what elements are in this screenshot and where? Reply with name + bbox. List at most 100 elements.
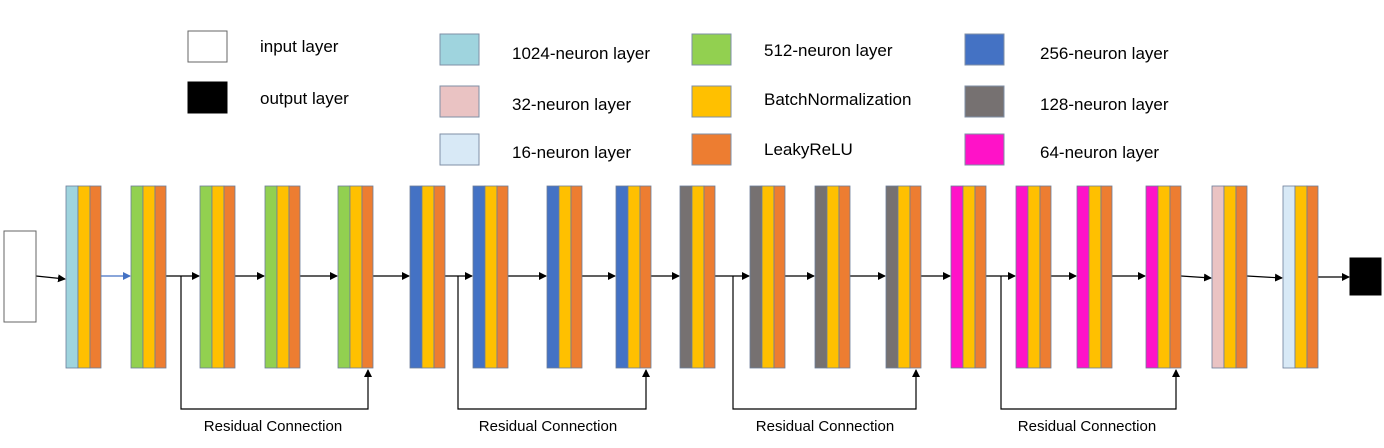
leakyrelu-layer <box>89 185 102 369</box>
leakyrelu-layer <box>1235 185 1248 369</box>
batchnorm-layer <box>826 185 840 369</box>
dense-layer-n256 <box>409 185 423 369</box>
forward-arrow <box>1246 273 1283 282</box>
batchnorm-layer <box>484 185 498 369</box>
dense-layer-n128 <box>749 185 763 369</box>
dense-layer-n512 <box>199 185 213 369</box>
batchnorm-layer <box>627 185 641 369</box>
residual-connection: Residual Connection <box>732 276 920 435</box>
leakyrelu-layer <box>974 185 987 369</box>
legend-swatch-bn <box>691 85 732 118</box>
dense-layer-n64 <box>950 185 964 369</box>
legend-swatch-n512 <box>691 33 732 66</box>
dense-layer-n1024 <box>65 185 79 369</box>
legend-swatch-n64 <box>964 133 1005 166</box>
legend-swatch-n128 <box>964 85 1005 118</box>
legend-label-n1024: 1024-neuron layer <box>512 44 650 63</box>
legend-label-bn: BatchNormalization <box>764 90 911 109</box>
legend: input layer output layer 1024-neuron layer… <box>187 30 1169 166</box>
batchnorm-layer <box>962 185 976 369</box>
leakyrelu-layer <box>154 185 167 369</box>
batchnorm-layer <box>349 185 363 369</box>
legend-label-input: input layer <box>260 37 339 56</box>
layer-block-n512 <box>264 185 301 369</box>
legend-label-output: output layer <box>260 89 349 108</box>
batchnorm-layer <box>276 185 290 369</box>
legend-label-n16: 16-neuron layer <box>512 143 631 162</box>
legend-label-n512: 512-neuron layer <box>764 41 893 60</box>
legend-label-n128: 128-neuron layer <box>1040 95 1169 114</box>
residual-connection-label: Residual Connection <box>756 418 894 435</box>
residual-connection-label: Residual Connection <box>1018 418 1156 435</box>
batchnorm-layer <box>421 185 435 369</box>
leakyrelu-layer <box>703 185 716 369</box>
layer-block-n256 <box>409 185 446 369</box>
leakyrelu-layer <box>1100 185 1113 369</box>
residual-connection-label: Residual Connection <box>479 418 617 435</box>
batchnorm-layer <box>1157 185 1171 369</box>
residual-path <box>180 276 372 410</box>
legend-swatch-relu <box>691 133 732 166</box>
leakyrelu-layer <box>433 185 446 369</box>
batchnorm-layer <box>897 185 911 369</box>
layer-block-n256 <box>546 185 583 369</box>
leakyrelu-layer <box>1306 185 1319 369</box>
dense-layer-n256 <box>615 185 629 369</box>
dense-layer-n128 <box>885 185 899 369</box>
leakyrelu-layer <box>639 185 652 369</box>
residual-connection: Residual Connection <box>1000 276 1180 435</box>
leakyrelu-layer <box>361 185 374 369</box>
dense-layer-n16 <box>1282 185 1296 369</box>
leakyrelu-layer <box>223 185 236 369</box>
layer-block-n512 <box>337 185 374 369</box>
dense-layer-n64 <box>1076 185 1090 369</box>
layer-block-n16 <box>1282 185 1319 369</box>
leakyrelu-layer <box>838 185 851 369</box>
legend-swatch-output <box>187 81 228 114</box>
connections <box>35 272 1350 283</box>
leakyrelu-layer <box>773 185 786 369</box>
legend-label-n256: 256-neuron layer <box>1040 44 1169 63</box>
input-layer <box>3 230 37 323</box>
dense-layer-n64 <box>1015 185 1029 369</box>
batchnorm-layer <box>558 185 572 369</box>
output-layer <box>1349 257 1382 296</box>
layer-block-n128 <box>749 185 786 369</box>
legend-swatch-input <box>187 30 228 63</box>
leakyrelu-layer <box>570 185 583 369</box>
batchnorm-layer <box>691 185 705 369</box>
layer-block-n256 <box>472 185 509 369</box>
batchnorm-layer <box>1088 185 1102 369</box>
layer-blocks <box>3 185 1382 369</box>
layer-block-n1024 <box>65 185 102 369</box>
residual-connection-label: Residual Connection <box>204 418 342 435</box>
batchnorm-layer <box>761 185 775 369</box>
layer-block-n128 <box>885 185 922 369</box>
dense-layer-n32 <box>1211 185 1225 369</box>
dense-layer-n256 <box>546 185 560 369</box>
layer-block-n64 <box>950 185 987 369</box>
batchnorm-layer <box>77 185 91 369</box>
input-arrow <box>35 274 66 283</box>
batchnorm-layer <box>1027 185 1041 369</box>
batchnorm-layer <box>142 185 156 369</box>
dense-layer-n256 <box>472 185 486 369</box>
layer-block-n512 <box>130 185 167 369</box>
dense-layer-n512 <box>264 185 278 369</box>
layer-block-n64 <box>1076 185 1113 369</box>
leakyrelu-layer <box>288 185 301 369</box>
layer-block-n256 <box>615 185 652 369</box>
residual-connections: Residual Connection Residual Connection Re… <box>180 276 1180 435</box>
batchnorm-layer <box>1294 185 1308 369</box>
legend-swatch-n256 <box>964 33 1005 66</box>
legend-label-n64: 64-neuron layer <box>1040 143 1159 162</box>
dense-layer-n64 <box>1145 185 1159 369</box>
leakyrelu-layer <box>496 185 509 369</box>
layer-block-n512 <box>199 185 236 369</box>
layer-block-n64 <box>1015 185 1052 369</box>
legend-swatch-n32 <box>439 85 480 118</box>
leakyrelu-layer <box>909 185 922 369</box>
layer-block-n32 <box>1211 185 1248 369</box>
dense-layer-n512 <box>130 185 144 369</box>
residual-path <box>732 276 920 410</box>
